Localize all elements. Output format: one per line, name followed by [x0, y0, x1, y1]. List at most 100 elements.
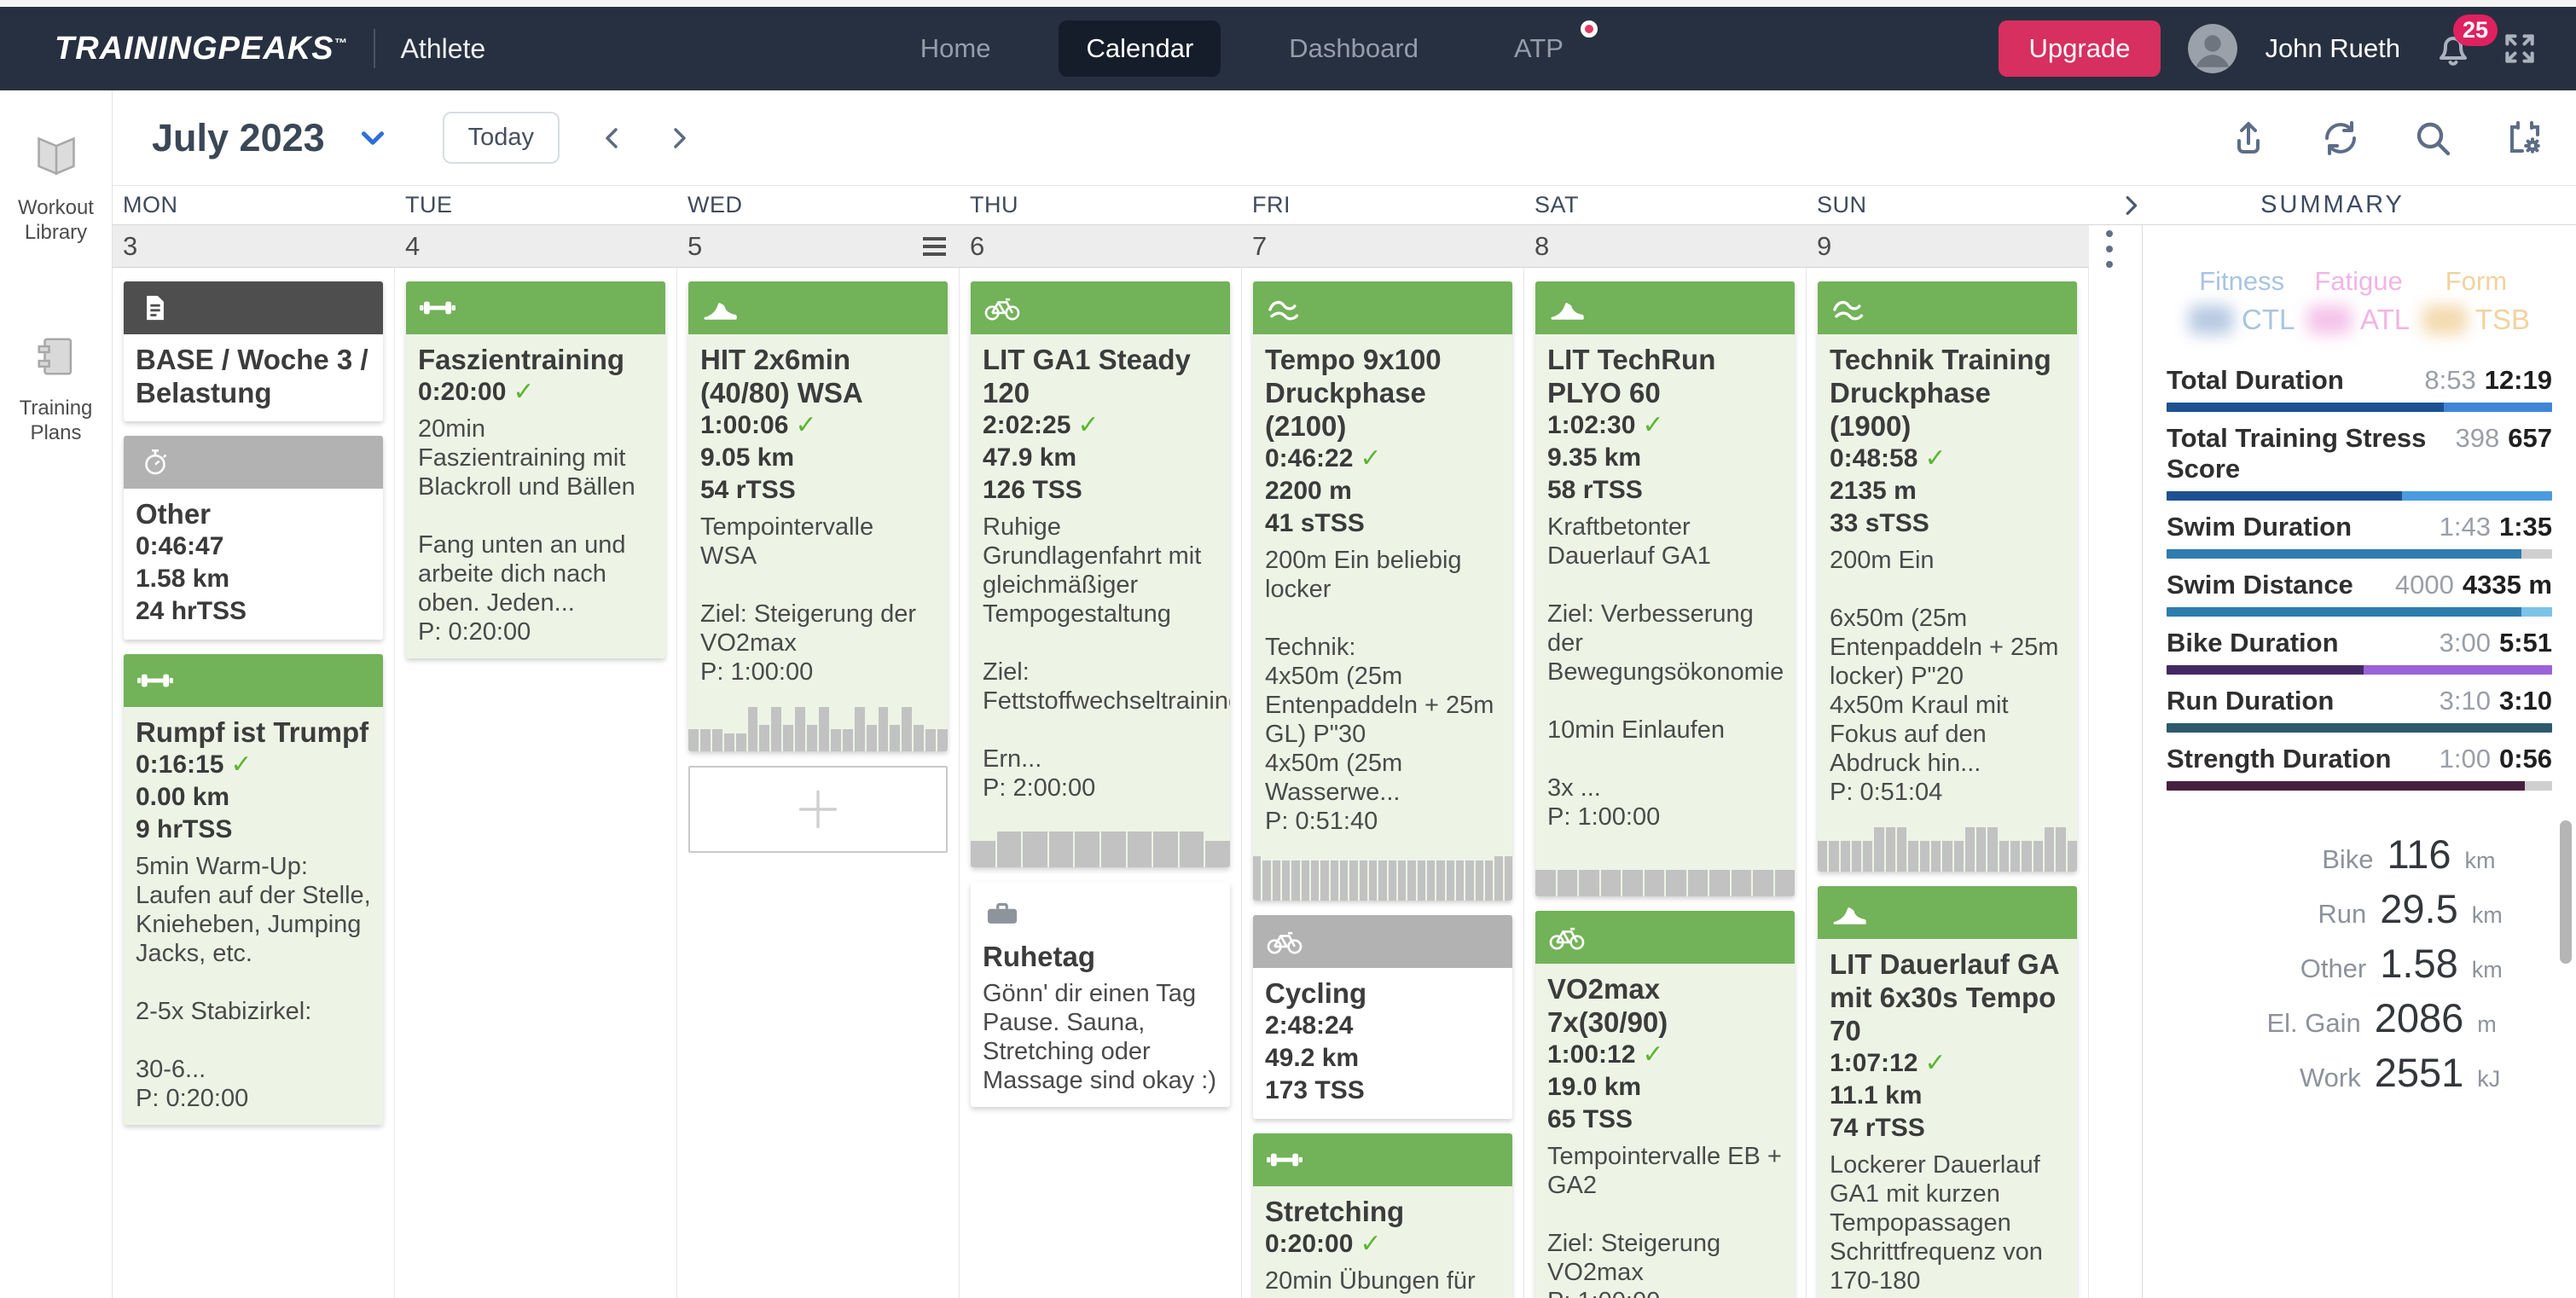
- week-options-kebab-icon[interactable]: [2106, 230, 2113, 268]
- search-icon[interactable]: [2412, 118, 2453, 159]
- trainingpeaks-logo[interactable]: TRAININGPEAKS™: [55, 30, 348, 67]
- summary-header: SUMMARY: [2089, 186, 2576, 224]
- workout-distance: 49.2 km: [1265, 1042, 1500, 1075]
- upgrade-button[interactable]: Upgrade: [1998, 20, 2161, 77]
- actual-value: 3:10: [2498, 686, 2552, 716]
- workout-card-body: HIT 2x6min (40/80) WSA 1:00:06 ✓ 9.05 km 54 …: [688, 334, 948, 698]
- workout-card-lit-dauerlauf-ga-mit-6x30s-tempo-70[interactable]: LIT Dauerlauf GA mit 6x30s Tempo 70 1:07:…: [1818, 886, 2077, 1298]
- add-workout-button[interactable]: [688, 766, 948, 853]
- pmc-row: Fitness CTL Fatigue ATL Form TSB: [2167, 266, 2552, 336]
- pmc-value: TSB: [2422, 304, 2530, 336]
- upload-icon[interactable]: [2228, 118, 2269, 159]
- day-options-hamburger-icon[interactable]: [923, 236, 946, 256]
- workout-description: 200m Ein 6x50m (25m Entenpaddeln + 25m l…: [1830, 547, 2059, 806]
- workout-card-faszientraining[interactable]: Faszientraining 0:20:00 ✓ 20min Faszientrai…: [406, 281, 665, 658]
- actual-value: 5:51: [2498, 628, 2552, 658]
- fullscreen-icon[interactable]: [2501, 30, 2538, 67]
- date-cell-tue[interactable]: 4: [395, 225, 677, 267]
- calendar-settings-icon[interactable]: [2504, 118, 2545, 159]
- date-cell-mon[interactable]: 3: [113, 225, 395, 267]
- stat-value: 1:00:06: [700, 411, 789, 439]
- actual-value: 1:35: [2498, 512, 2552, 542]
- date-number: 9: [1817, 230, 1832, 261]
- date-number: 7: [1252, 230, 1268, 261]
- nav-item-dashboard[interactable]: Dashboard: [1289, 33, 1419, 63]
- stat-label: Run: [2318, 899, 2367, 929]
- today-button[interactable]: Today: [442, 112, 560, 164]
- trademark: ™: [334, 35, 348, 50]
- user-name[interactable]: John Rueth: [2265, 33, 2400, 63]
- wave-icon: [1831, 293, 1867, 322]
- stat-value: 29.5: [2380, 886, 2458, 931]
- workout-duration: 0:16:15 ✓: [136, 749, 371, 781]
- date-cell-wed[interactable]: 5: [677, 225, 960, 267]
- top-navbar: TRAININGPEAKS™ Athlete Home Calendar Dashb…: [0, 7, 2576, 90]
- workout-card-base-woche-3-belastung[interactable]: BASE / Woche 3 / Belastung: [124, 281, 383, 421]
- workout-card-other[interactable]: Other 0:46:47 1.58 km 24 hrTSS: [124, 436, 383, 640]
- scrollbar-thumb[interactable]: [2560, 820, 2572, 964]
- nav-item-atp[interactable]: ATP: [1487, 20, 1598, 77]
- workout-card-ruhetag[interactable]: Ruhetag Gönn' dir einen Tag Pause. Sauna,…: [971, 882, 1230, 1107]
- workout-distance: 1.58 km: [136, 563, 371, 595]
- chevron-down-icon[interactable]: [357, 123, 388, 154]
- bike-icon: [1549, 923, 1585, 952]
- pmc-fatigue: Fatigue ATL: [2307, 266, 2410, 336]
- date-cell-fri[interactable]: 7: [1242, 225, 1524, 267]
- workout-title: Other: [136, 498, 212, 530]
- workout-card-hit-2x6min-40-80-wsa[interactable]: HIT 2x6min (40/80) WSA 1:00:06 ✓ 9.05 km 54 …: [688, 281, 948, 751]
- stat-value: 24 hrTSS: [136, 597, 247, 625]
- metric-label: Swim Duration: [2167, 512, 2353, 542]
- completed-check-icon: ✓: [513, 377, 535, 407]
- workout-title: VO2max 7x(30/90): [1547, 973, 1668, 1038]
- stat-label: Bike: [2322, 844, 2374, 874]
- workout-card-header: [1818, 886, 2077, 939]
- date-number: 4: [405, 230, 421, 261]
- day-column-sat: LIT TechRun PLYO 60 1:02:30 ✓ 9.35 km 58 rTS…: [1524, 268, 1807, 1298]
- dumbbell-icon: [420, 293, 455, 322]
- workout-distance: 0.00 km: [136, 781, 371, 814]
- app-section-label: Athlete: [400, 32, 486, 64]
- workout-card-lit-ga1-steady-120[interactable]: LIT GA1 Steady 120 2:02:25 ✓ 47.9 km 126 TSS…: [971, 281, 1230, 867]
- atp-notification-dot: [1580, 20, 1598, 38]
- sidebar-item-workout-library[interactable]: Workout Library: [0, 133, 112, 245]
- workout-card-cycling[interactable]: Cycling 2:48:24 49.2 km 173 TSS: [1253, 915, 1512, 1119]
- stat-value: 2551: [2374, 1050, 2464, 1095]
- prev-week-button[interactable]: [599, 125, 626, 152]
- workout-card-lit-techrun-plyo-60[interactable]: LIT TechRun PLYO 60 1:02:30 ✓ 9.35 km 58 rTS…: [1535, 281, 1795, 896]
- plus-icon: [793, 785, 843, 834]
- workout-description: Tempointervalle EB + GA2 Ziel: Steigerun…: [1547, 1143, 1782, 1298]
- summary-stat-run: Run 29.5 km: [2167, 885, 2552, 932]
- workout-card-body: Ruhetag Gönn' dir einen Tag Pause. Sauna,…: [971, 931, 1230, 1107]
- planned-value: 1:43: [2439, 512, 2491, 542]
- date-cell-sun[interactable]: 9: [1807, 225, 2089, 267]
- workout-card-rumpf-ist-trumpf[interactable]: Rumpf ist Trumpf 0:16:15 ✓ 0.00 km 9 hrTSS 5m…: [124, 654, 383, 1125]
- pmc-label: Form: [2445, 266, 2508, 296]
- workout-tss: 58 rTSS: [1547, 474, 1783, 507]
- workout-card-vo2max-7x-30-90[interactable]: VO2max 7x(30/90) 1:00:12 ✓ 19.0 km 65 TSS Tem…: [1535, 911, 1795, 1298]
- sync-icon[interactable]: [2320, 118, 2361, 159]
- next-week-button[interactable]: [665, 125, 693, 152]
- notifications-button[interactable]: 25: [2433, 14, 2498, 69]
- stat-label: El. Gain: [2266, 1008, 2361, 1038]
- stat-value: 1:07:12: [1830, 1049, 1918, 1077]
- stat-value: 2135 m: [1830, 477, 1917, 505]
- date-number: 5: [688, 230, 703, 261]
- summary-panel: Fitness CTL Fatigue ATL Form TSB Total Durati…: [2142, 225, 2576, 1298]
- day-header-thu: THU: [970, 192, 1018, 217]
- workout-tss: 126 TSS: [983, 474, 1218, 507]
- workout-title: Ruhetag: [983, 941, 1095, 972]
- avatar[interactable]: [2188, 24, 2238, 73]
- workout-card-technik-training-druckphase-1900[interactable]: Technik Training Druckphase (1900) 0:48:5…: [1818, 281, 2077, 872]
- stat-unit: km: [2471, 957, 2503, 982]
- stat-value: 1.58 km: [136, 565, 230, 593]
- nav-item-calendar[interactable]: Calendar: [1059, 20, 1221, 77]
- date-cell-sat[interactable]: 8: [1524, 225, 1807, 267]
- month-selector[interactable]: July 2023: [152, 116, 388, 160]
- nav-item-home[interactable]: Home: [920, 33, 991, 63]
- summary-collapse-icon[interactable]: [2118, 193, 2144, 218]
- sidebar-item-training-plans[interactable]: Training Plans: [0, 333, 112, 445]
- date-cell-thu[interactable]: 6: [960, 225, 1242, 267]
- workout-card-tempo-9x100-druckphase-2100[interactable]: Tempo 9x100 Druckphase (2100) 0:46:22 ✓ 220…: [1253, 281, 1512, 901]
- notebook-icon: [32, 333, 81, 385]
